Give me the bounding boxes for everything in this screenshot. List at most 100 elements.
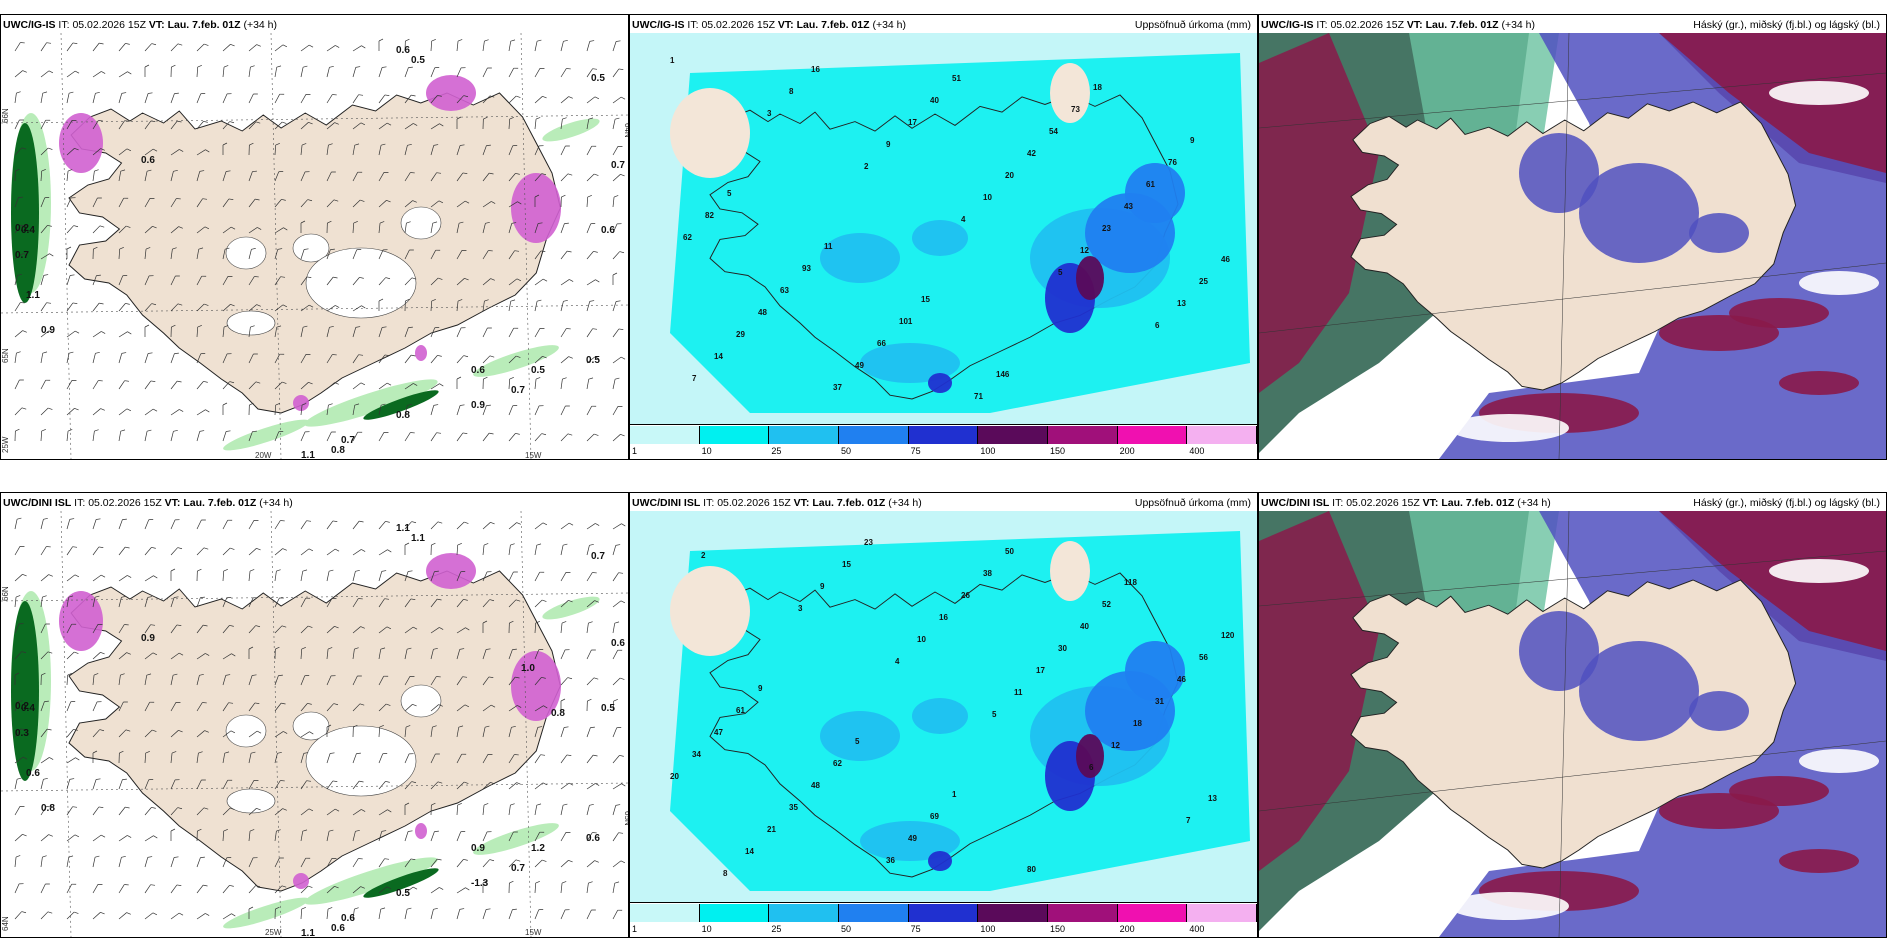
precip-band [304,379,438,427]
wind-barb [456,725,464,738]
wind-barb [378,830,387,842]
wind-barb [404,703,417,712]
clear-sky [1419,373,1499,393]
wind-barb [508,880,514,894]
wind-barb [508,172,520,182]
glacier [305,725,417,797]
glacier [400,684,442,718]
wind-barb [144,806,156,816]
wind-barb [326,220,332,234]
snow-area [511,651,561,721]
precip-title: Uppsöfnuð úrkoma (mm) [1134,497,1251,509]
wind-barb [560,909,570,920]
wind-barb [534,433,547,442]
wind-barb [482,299,489,312]
wind-barb [352,171,363,182]
wind-barb [456,887,470,894]
wind-barb [326,45,340,52]
wind-barb [196,913,210,920]
cloud-map [1259,33,1886,459]
wind-barb [66,91,74,104]
wind-barb [66,70,80,78]
wind-barb [300,276,312,286]
wind-barb [40,168,46,182]
precip-band-heavy [363,390,439,420]
wind-barb [378,298,384,311]
wind-barb [586,279,600,286]
wind-barb [40,834,53,842]
wind-barb [196,93,206,104]
wind-barb [170,380,182,390]
wind-barb [66,147,79,156]
wind-barb [196,380,208,390]
panel-precip-row1: UWC/IG-IS IT: 05.02.2026 15Z VT: Lau. 7.… [629,14,1258,460]
wind-barb [300,171,310,182]
coastline [1350,101,1797,391]
wind-barb [66,429,73,442]
colorbar-tick-label: 100 [980,924,996,934]
wind-barb [430,704,443,712]
wind-barb [118,302,130,312]
wind-barb [274,646,280,660]
wind-barb [404,66,413,78]
precip-value: 51 [952,74,961,83]
wind-barb [534,377,541,390]
wind-barb [378,199,391,208]
precip-value: 30 [1058,644,1067,653]
wind-barb [40,119,51,130]
wind-barb [222,121,235,130]
value-label: 0.8 [551,708,565,719]
precip-value: 16 [811,65,820,74]
wind-barb [430,298,436,312]
wind-barb [300,597,311,608]
precip-value: 120 [1221,631,1235,640]
wind-barb [326,94,337,104]
wind-barb [300,44,314,52]
wind-barb [248,93,258,104]
precip-value: 2 [701,551,706,560]
wind-barb [560,522,574,530]
wind-barb [430,354,442,364]
wind-barb [118,778,127,790]
wind-barb [170,729,183,738]
wind-barb [222,247,230,260]
wind-barb [352,276,364,286]
wind-barb [586,783,600,790]
axis-label: 25W [265,928,282,937]
wind-barb [14,351,21,364]
wind-barb [508,522,521,530]
wind-map: 1.1 1.1 0.7 0.6 0.5 0.4 0.2 0.3 0.6 1.2 0.9 0.7 0.6 0… [1,511,628,937]
iceland-outline [1350,579,1797,869]
mid-cloud [1659,511,1886,651]
wind-barb [92,225,105,234]
colorbar-tick-label: 75 [910,924,921,934]
wind-barb [118,246,124,260]
wind-barb [92,91,100,104]
wind-barb [404,403,412,416]
wind-barb [456,908,465,920]
wind-barb [430,249,441,260]
wind-barb [612,621,620,634]
wind-barb [326,276,338,286]
wind-barb [404,626,418,634]
clear-sky [1449,414,1569,442]
panel-cloud-row2: UWC/DINI ISL IT: 05.02.2026 15Z VT: Lau.… [1258,492,1887,938]
wind-barb [326,325,334,338]
wind-barb [118,673,125,686]
wind-barb [534,571,545,582]
wind-barb [118,275,128,286]
wind-barb [586,832,597,842]
wind-barb [612,272,618,285]
wind-barb [560,279,574,286]
wind-barb [456,67,466,78]
wind-barb [378,143,386,156]
wind-barb [430,432,442,442]
wind-barb [404,725,411,738]
wind-barb [92,750,98,763]
wind-barb [196,409,210,416]
wind-barb [66,274,75,286]
wind-barb [196,247,204,260]
wind-barb [456,542,462,556]
wind-barb [560,599,573,608]
wind-barb [92,855,100,868]
